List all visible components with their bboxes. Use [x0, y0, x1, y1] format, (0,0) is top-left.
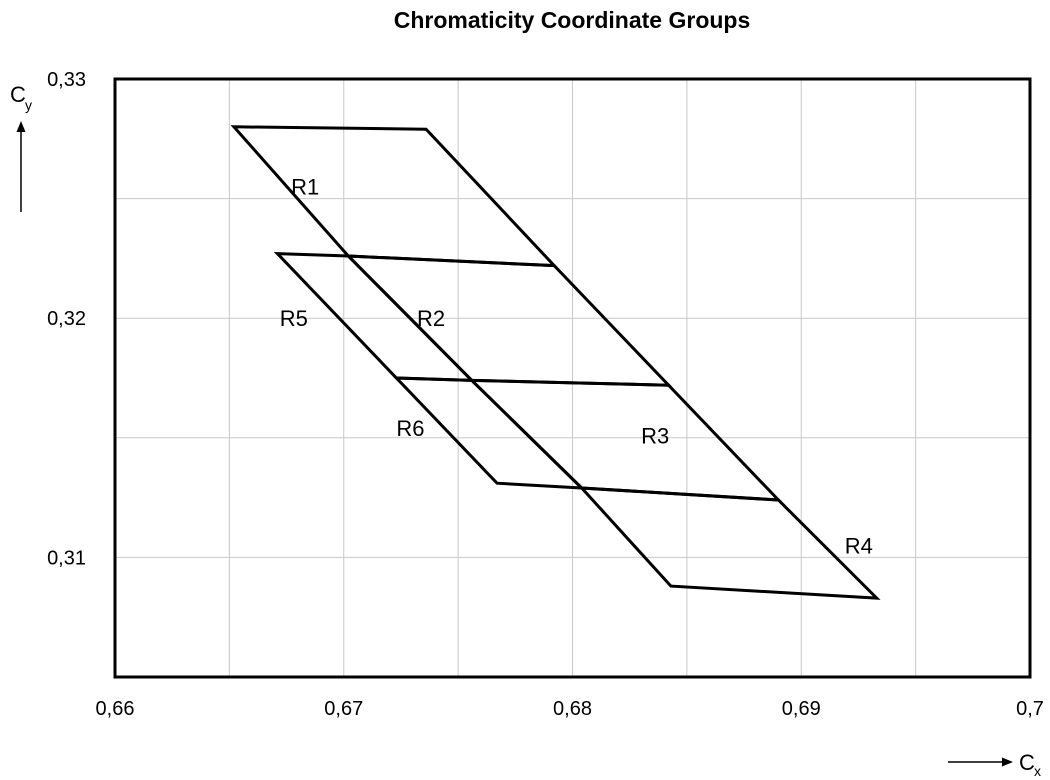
- region-r1-label: R1: [291, 175, 319, 200]
- region-r2-outline: [344, 254, 673, 387]
- region-r2-label: R2: [417, 306, 445, 331]
- region-r1-outline: [230, 125, 558, 268]
- y-axis-arrowhead-icon: [16, 121, 26, 132]
- plot-frame: [113, 77, 1032, 679]
- x-tick-labels: 0,66 0,67 0,68 0,69 0,7: [96, 698, 1044, 720]
- region-polygons: [230, 125, 881, 600]
- y-tick-label: 0,33: [47, 69, 86, 91]
- region-r4-label: R4: [845, 533, 873, 558]
- region-r3-outline: [468, 378, 783, 502]
- chart-title: Chromaticity Coordinate Groups: [394, 7, 751, 33]
- x-tick-label: 0,67: [324, 698, 363, 720]
- region-r3-label: R3: [641, 423, 669, 448]
- y-tick-labels: 0,31 0,32 0,33: [47, 69, 86, 569]
- x-tick-label: 0,7: [1016, 698, 1044, 720]
- grid-lines: [114, 78, 1031, 678]
- region-r6-label: R6: [396, 416, 424, 441]
- region-labels: R1 R2 R3 R4 R5 R6: [280, 175, 873, 559]
- region-r5-label: R5: [280, 306, 308, 331]
- x-axis-label: C x: [948, 750, 1041, 779]
- x-tick-label: 0,68: [553, 698, 592, 720]
- x-tick-label: 0,69: [782, 698, 821, 720]
- y-axis-label-sub: y: [25, 97, 32, 113]
- x-axis-arrowhead-icon: [1002, 757, 1013, 767]
- x-tick-label: 0,66: [96, 698, 135, 720]
- region-r4-outline: [578, 486, 881, 600]
- y-tick-label: 0,32: [47, 308, 86, 330]
- x-axis-label-main: C: [1019, 750, 1035, 775]
- x-axis-label-sub: x: [1034, 763, 1041, 779]
- y-axis-label: C y: [10, 82, 32, 212]
- y-tick-label: 0,31: [47, 547, 86, 569]
- region-r6-outline: [392, 376, 586, 490]
- y-axis-label-main: C: [10, 82, 26, 107]
